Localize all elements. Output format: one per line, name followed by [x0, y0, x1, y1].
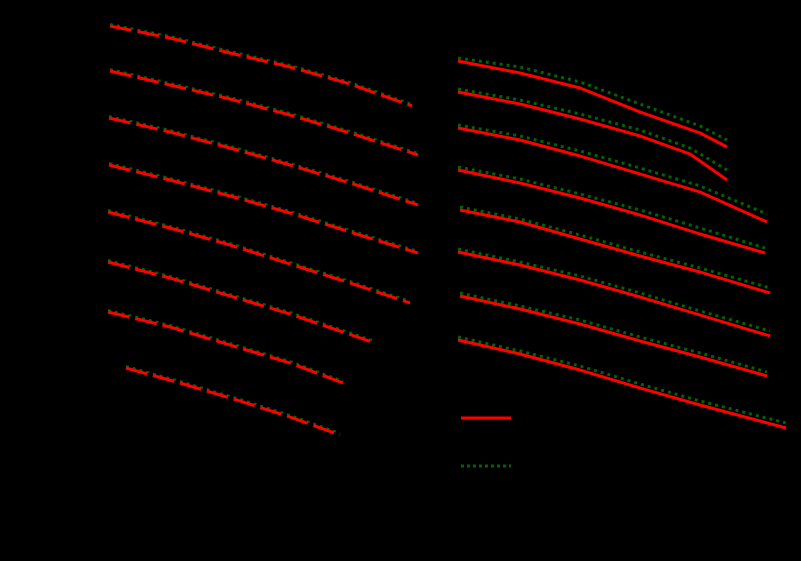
left-series-2-solid [109, 69, 419, 157]
right-series-6-solid [457, 250, 771, 338]
left-series-1-dotted [109, 23, 413, 105]
right-series-8-dotted [457, 335, 787, 425]
right-series-6-dotted [457, 247, 771, 333]
left-series-3-dotted [108, 115, 419, 204]
right-series-5-solid [459, 208, 771, 295]
left-series-3-solid [108, 116, 419, 207]
right-panel [457, 56, 787, 430]
right-series-3-dotted [457, 123, 768, 216]
left-series-2-dotted [109, 68, 419, 154]
right-series-7-solid [459, 294, 768, 378]
right-series-4-solid [457, 168, 766, 255]
left-series-7-dotted [107, 309, 344, 382]
left-series-6-solid [107, 260, 373, 344]
left-series-4-solid [108, 163, 419, 255]
left-series-5-solid [107, 210, 411, 305]
right-series-1-dotted [457, 56, 728, 142]
left-series-8-solid [125, 366, 341, 437]
right-series-7-dotted [459, 291, 768, 374]
left-series-4-dotted [108, 162, 419, 252]
right-series-4-dotted [457, 165, 766, 250]
right-series-8-solid [457, 338, 787, 430]
left-series-1-solid [109, 24, 413, 108]
left-panel [107, 23, 419, 437]
right-series-2-solid [457, 90, 728, 182]
right-series-2-dotted [457, 87, 728, 172]
right-series-1-solid [457, 59, 728, 149]
left-series-8-dotted [125, 365, 341, 434]
right-series-3-solid [457, 126, 768, 224]
left-series-6-dotted [107, 259, 373, 341]
right-series-5-dotted [459, 205, 771, 290]
left-series-7-solid [107, 310, 344, 385]
legend [461, 416, 511, 468]
